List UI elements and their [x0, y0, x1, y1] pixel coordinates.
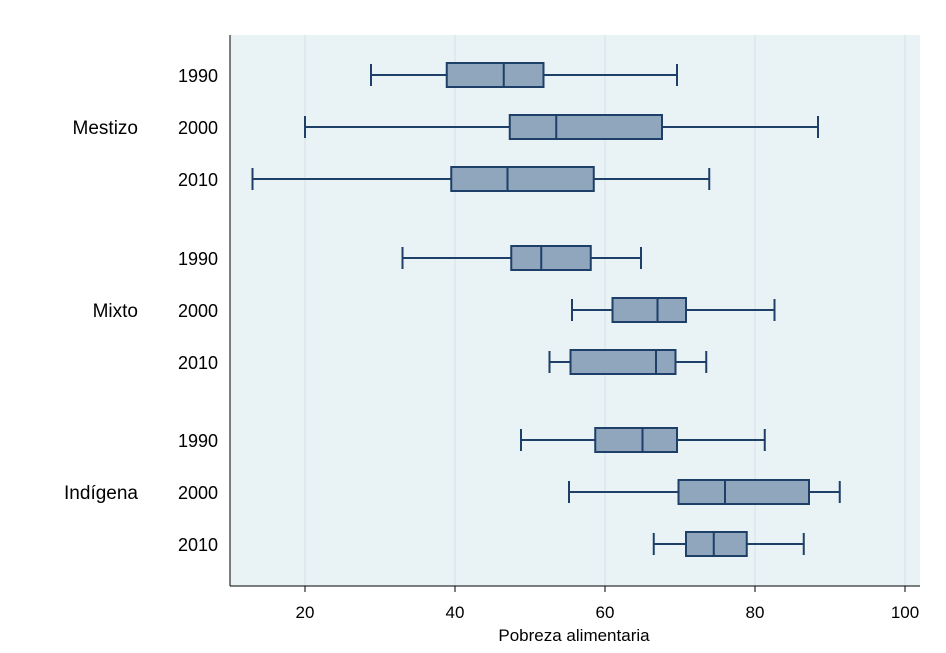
iqr-box [685, 531, 748, 557]
box-mestizo-1990 [370, 62, 678, 88]
x-tick-label: 80 [746, 603, 765, 622]
y-axis-labels: Mestizo 1990 2000 2010 Mixto 1990 2000 2010 Indí… [64, 66, 218, 555]
iqr-box [677, 479, 810, 505]
year-label: 1990 [178, 249, 218, 269]
iqr-box [445, 62, 545, 88]
year-label: 2010 [178, 535, 218, 555]
x-axis-label: Pobreza alimentaria [498, 626, 650, 645]
year-label: 2000 [178, 301, 218, 321]
iqr-box [510, 245, 592, 271]
box-mixto-2000 [571, 297, 776, 323]
x-axis-ticks: 20 40 60 80 100 [296, 586, 919, 622]
box-series [251, 62, 841, 557]
x-tick-label: 20 [296, 603, 315, 622]
x-tick-label: 60 [596, 603, 615, 622]
year-label: 2010 [178, 353, 218, 373]
box-mixto-1990 [401, 245, 642, 271]
box-indígena-1990 [520, 427, 766, 453]
x-tick-label: 100 [891, 603, 919, 622]
group-label: Mestizo [73, 118, 138, 139]
box-mestizo-2000 [304, 114, 819, 140]
year-label: 1990 [178, 66, 218, 86]
iqr-box [508, 114, 663, 140]
box-indígena-2010 [652, 531, 805, 557]
iqr-box [569, 349, 677, 375]
box-indígena-2000 [568, 479, 841, 505]
iqr-box [450, 166, 595, 192]
box-mestizo-2010 [251, 166, 711, 192]
year-label: 2000 [178, 118, 218, 138]
year-label: 1990 [178, 431, 218, 451]
x-tick-label: 40 [446, 603, 465, 622]
group-label: Indígena [64, 483, 138, 504]
iqr-box [594, 427, 678, 453]
year-label: 2000 [178, 483, 218, 503]
iqr-box [611, 297, 687, 323]
box-mixto-2010 [548, 349, 708, 375]
year-label: 2010 [178, 170, 218, 190]
group-label: Mixto [93, 301, 138, 322]
